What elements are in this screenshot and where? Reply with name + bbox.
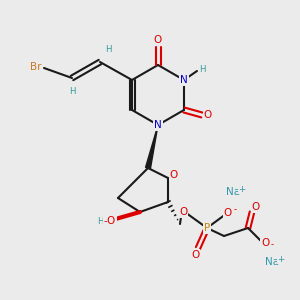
Text: +: + (238, 184, 246, 194)
Text: Na: Na (265, 257, 279, 267)
Polygon shape (146, 125, 158, 169)
Text: O: O (154, 35, 162, 45)
Text: O: O (252, 202, 260, 212)
Text: -O: -O (104, 216, 116, 226)
Text: H: H (69, 88, 75, 97)
Text: O: O (261, 238, 269, 248)
Text: O: O (170, 170, 178, 180)
Text: H: H (105, 46, 111, 55)
Text: P: P (204, 223, 210, 233)
Text: H: H (199, 65, 205, 74)
Text: H: H (97, 217, 103, 226)
Text: +: + (278, 254, 285, 263)
Text: -: - (270, 241, 274, 250)
Text: -: - (233, 206, 237, 214)
Text: Na: Na (226, 187, 240, 197)
Text: O: O (179, 207, 187, 217)
Text: O: O (191, 250, 199, 260)
Text: O: O (204, 110, 212, 120)
Text: N: N (154, 120, 162, 130)
Text: O: O (224, 208, 232, 218)
Text: N: N (180, 75, 188, 85)
Text: Br: Br (30, 62, 42, 72)
